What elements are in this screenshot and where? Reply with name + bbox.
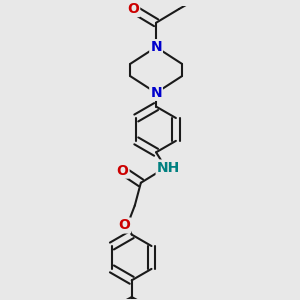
Text: O: O [127, 2, 139, 16]
Text: O: O [117, 164, 128, 178]
Text: O: O [118, 218, 130, 233]
Text: N: N [150, 40, 162, 54]
Text: N: N [150, 86, 162, 100]
Text: NH: NH [157, 160, 180, 175]
